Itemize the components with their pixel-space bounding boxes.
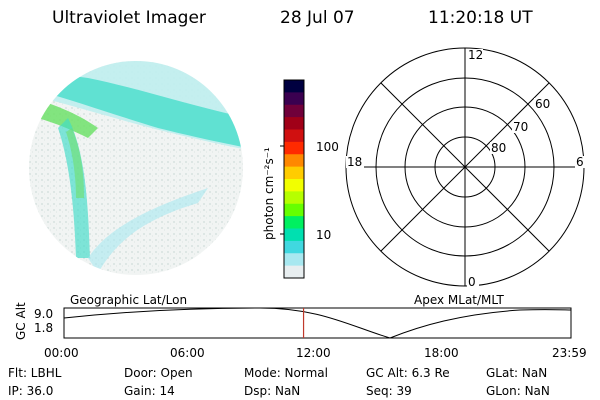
app-title: Ultraviolet Imager	[52, 8, 206, 28]
color-bar	[280, 79, 305, 279]
colorbar-segment	[284, 129, 304, 143]
timeline-xtick-2359: 23:59	[552, 346, 587, 360]
info-flt: Flt: LBHL	[8, 366, 62, 380]
info-glon: GLon: NaN	[486, 384, 550, 398]
timeline-xtick-0600: 06:00	[170, 346, 205, 360]
timeline-right-title: Apex MLat/MLT	[414, 293, 504, 307]
colorbar-segment	[284, 191, 304, 205]
colorbar-tick-10: 10	[316, 228, 332, 242]
colorbar-segment	[284, 92, 304, 106]
polar-label-12: 12	[468, 48, 483, 62]
info-door: Door: Open	[124, 366, 193, 380]
timeline-xtick-1800: 18:00	[424, 346, 459, 360]
date-label: 28 Jul 07	[280, 8, 355, 28]
timeline-plot	[63, 307, 572, 339]
colorbar-segment	[284, 216, 304, 229]
info-ip: IP: 36.0	[8, 384, 54, 398]
colorbar-segment	[284, 104, 304, 118]
polar-plot: 12 0 18 6 60 70 80	[345, 47, 587, 289]
colorbar-tick-100: 100	[316, 140, 339, 154]
colorbar-segment	[284, 253, 304, 267]
colorbar-segment	[284, 265, 304, 279]
polar-ring-label-70: 70	[513, 120, 528, 134]
polar-label-18: 18	[347, 155, 362, 169]
aurora-image	[29, 61, 243, 275]
timeline-ytick-9: 9.0	[34, 307, 54, 321]
colorbar-segment	[284, 203, 304, 217]
polar-label-6: 6	[576, 155, 584, 169]
timeline-ytick-1-8: 1.8	[34, 321, 54, 335]
polar-label-0: 0	[468, 275, 476, 289]
info-dsp: Dsp: NaN	[244, 384, 301, 398]
info-mode: Mode: Normal	[244, 366, 328, 380]
polar-ring-label-60: 60	[535, 97, 550, 111]
colorbar-segment	[284, 154, 304, 168]
info-seq: Seq: 39	[366, 384, 412, 398]
time-label: 11:20:18 UT	[428, 8, 533, 28]
info-glat: GLat: NaN	[486, 366, 548, 380]
colorbar-unit-label: photon cm⁻²s⁻¹	[262, 147, 276, 240]
info-gcalt: GC Alt: 6.3 Re	[366, 366, 450, 380]
colorbar-segment	[284, 166, 304, 180]
colorbar-segment	[284, 117, 304, 130]
timeline-xtick-1200: 12:00	[296, 346, 331, 360]
colorbar-segment	[284, 179, 304, 192]
colorbar-segment	[284, 228, 304, 242]
timeline-xtick-0000: 00:00	[44, 346, 79, 360]
colorbar-segment	[284, 240, 304, 254]
colorbar-segment	[284, 141, 304, 155]
colorbar-segment	[284, 80, 304, 93]
polar-ring-label-80: 80	[491, 141, 506, 155]
timeline-axis-label: GC Alt	[14, 302, 28, 340]
timeline-left-title: Geographic Lat/Lon	[70, 293, 188, 307]
info-gain: Gain: 14	[124, 384, 175, 398]
